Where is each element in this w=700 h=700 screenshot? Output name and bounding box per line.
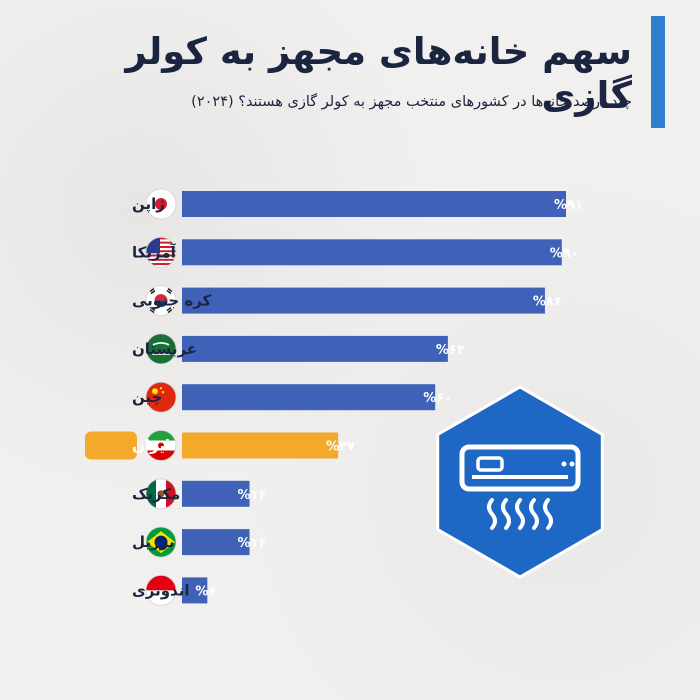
- category-label: برزیل: [132, 533, 175, 551]
- category-label: اندونزی: [132, 581, 189, 599]
- bar-2: [182, 287, 545, 314]
- category-label: ژاپن: [132, 195, 165, 214]
- country-flag-icon: [145, 526, 177, 558]
- hexagon-badge: [436, 385, 604, 579]
- category-label: ایران: [132, 437, 170, 455]
- category-label: کره جنوبی: [132, 292, 212, 310]
- bar-value-label: %۶۰: [423, 391, 452, 406]
- bar-value-label: %۱۶: [238, 536, 267, 551]
- country-flag-icon: [145, 236, 177, 268]
- page-title: سهم خانه‌های مجهز به کولر گازی: [125, 30, 632, 118]
- bar-8: [182, 577, 208, 604]
- category-label: چین: [132, 388, 162, 407]
- category-label: آمریکا: [132, 243, 177, 261]
- bar-value-label: %۶۳: [436, 343, 465, 358]
- country-flag-icon: [145, 478, 177, 510]
- page-subtitle: چند درصد خانه‌ها در کشورهای منتخب مجهز ب…: [191, 94, 632, 110]
- bar-value-label: %۹۱: [554, 198, 583, 213]
- country-flag-icon: [145, 188, 177, 220]
- bar-3: [182, 335, 448, 362]
- bar-value-label: %۳۷: [326, 440, 355, 455]
- bar-value-label: %۹۰: [550, 246, 579, 261]
- bar-value-label: %۸۶: [533, 295, 562, 310]
- category-label: مکزیک: [132, 485, 180, 503]
- highlight-label-box: [85, 431, 137, 460]
- bar-7: [182, 529, 250, 556]
- country-flag-icon: [145, 430, 177, 461]
- country-flag-icon: [145, 285, 177, 317]
- title-accent-bar: [651, 16, 665, 128]
- bar-6: [182, 480, 250, 507]
- bar-0: [182, 191, 567, 217]
- bar-1: [182, 239, 562, 266]
- country-flag-icon: [145, 381, 177, 413]
- bar-5: [182, 432, 339, 459]
- country-flag-icon: [145, 333, 177, 365]
- country-flag-icon: [145, 575, 177, 606]
- bar-value-label: %۱۶: [238, 488, 267, 503]
- air-conditioner-icon: [436, 385, 604, 579]
- bar-4: [182, 384, 436, 411]
- category-label: عربستان: [132, 340, 197, 358]
- bar-value-label: %۶: [195, 584, 216, 599]
